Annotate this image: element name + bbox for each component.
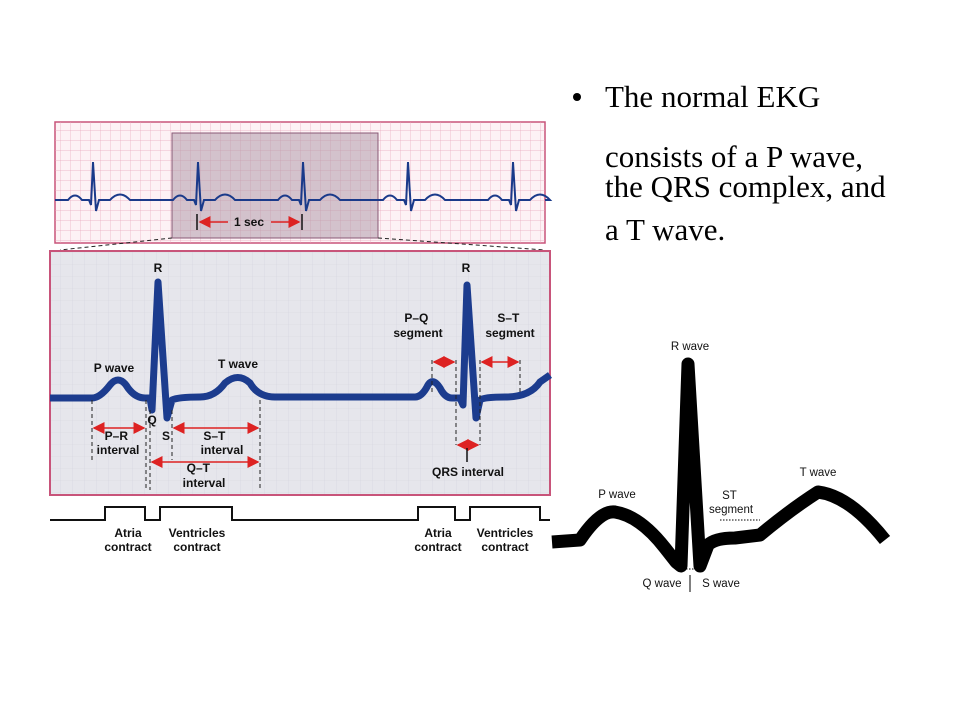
label-line: Ventricles	[169, 526, 226, 540]
label-line: segment	[709, 504, 754, 516]
label-line: segment	[485, 326, 534, 340]
pq-segment-label: P–Q segment	[393, 311, 442, 340]
event-label: Atria contract	[414, 526, 461, 554]
label-line: contract	[104, 540, 151, 554]
st-segment-label: ST segment	[709, 490, 754, 516]
label-line: contract	[414, 540, 461, 554]
r-spike	[680, 363, 699, 561]
s-wave-label: S wave	[702, 578, 740, 590]
label-line: P–Q	[404, 311, 428, 325]
scale-label: 1 sec	[234, 215, 264, 229]
bullet-line: The normal EKG	[605, 79, 820, 114]
label-line: interval	[97, 443, 140, 457]
pr-interval-label: P–R interval	[97, 429, 140, 457]
detail-trace	[50, 278, 553, 422]
label-line: contract	[173, 540, 220, 554]
label-line: Atria	[114, 526, 142, 540]
label-line: contract	[481, 540, 528, 554]
label-line: Q–T	[187, 461, 211, 475]
t-wave-label: T wave	[218, 357, 258, 371]
bullet-dot	[573, 93, 581, 101]
r-label: R	[154, 261, 163, 275]
label-line: Atria	[424, 526, 452, 540]
bullet-line: the QRS complex, and	[605, 169, 886, 204]
event-label: Ventricles contract	[169, 526, 226, 554]
st-segment-label: S–T segment	[485, 311, 534, 340]
bullet-line: a T wave.	[605, 212, 725, 247]
label-line: interval	[183, 476, 226, 490]
r-label: R	[462, 261, 471, 275]
ekg-trace	[551, 357, 891, 573]
s-label: S	[162, 429, 170, 443]
event-label: Ventricles contract	[477, 526, 534, 554]
p-wave-label: P wave	[94, 361, 135, 375]
label-line: segment	[393, 326, 442, 340]
zoom-line	[59, 237, 173, 251]
label-line: S–T	[497, 311, 520, 325]
q-wave-label: Q wave	[643, 578, 682, 590]
label-line: S–T	[203, 429, 226, 443]
strip-trace	[55, 161, 553, 212]
qrs-interval-label: QRS interval	[432, 465, 504, 479]
label-line: ST	[722, 490, 737, 502]
q-label: Q	[147, 413, 156, 427]
event-label: Atria contract	[104, 526, 151, 554]
interval-guides	[91, 356, 521, 490]
qt-interval-label: Q–T interval	[183, 461, 226, 490]
p-wave-label: P wave	[598, 489, 636, 501]
label-line: P–R	[105, 429, 129, 443]
label-line: Ventricles	[477, 526, 534, 540]
label-line: interval	[201, 443, 244, 457]
timeline	[50, 506, 550, 521]
r-wave-label: R wave	[671, 341, 709, 353]
st-interval-label: S–T interval	[201, 429, 244, 457]
bullet-text: The normal EKG consists of a P wave, the…	[605, 79, 893, 247]
bullet-line: consists of a P wave,	[605, 139, 863, 174]
t-wave-label: T wave	[800, 467, 837, 479]
